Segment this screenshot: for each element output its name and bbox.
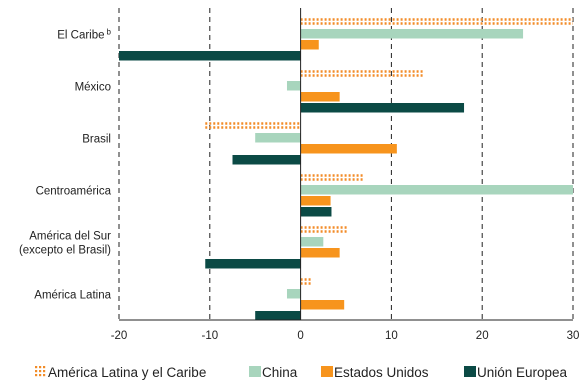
legend-swatch-america-latina-y-el-caribe-0-1: [39, 366, 42, 369]
legend-label-estados-unidos: Estados Unidos: [334, 365, 429, 380]
bar-china-0: [300, 29, 524, 39]
x-tick-label-3: 10: [385, 330, 398, 342]
legend-swatch-estados-unidos: [321, 366, 333, 377]
legend-swatch-america-latina-y-el-caribe-2-1: [39, 374, 42, 377]
legend-swatch-america-latina-y-el-caribe-1-2: [43, 370, 46, 373]
legend-item-union-europea: Unión Europea: [464, 365, 568, 380]
legend-item-estados-unidos: Estados Unidos: [321, 365, 429, 380]
bar-series: [119, 18, 573, 321]
bar-union-europea-4: [205, 259, 301, 269]
category-labels: El Caribe b México Brasil Centroamérica Améri…: [19, 28, 112, 302]
x-tick-label-4: 20: [476, 330, 489, 342]
bar-china-3: [300, 185, 573, 195]
bar-union-europea-0: [119, 51, 301, 61]
legend-swatch-america-latina-y-el-caribe-0-0: [35, 366, 38, 369]
bar-estados-unidos-4: [300, 248, 340, 258]
category-label-mexico: México: [75, 82, 111, 94]
legend-swatch-america-latina-y-el-caribe-0-2: [43, 366, 46, 369]
bar-union-europea-2: [232, 155, 301, 165]
bar-china-4: [300, 237, 324, 247]
legend-swatch-america-latina-y-el-caribe-2-2: [43, 374, 46, 377]
bar-china-1: [286, 81, 301, 91]
legend-swatch-china: [249, 366, 261, 377]
bar-estados-unidos-1: [300, 92, 340, 102]
category-label-america-del-sur-excepto-el-brasil: América del Sur (excepto el Brasil): [19, 231, 111, 257]
bar-union-europea-1: [300, 103, 465, 113]
axes: [119, 8, 573, 321]
x-tick-label-1: -10: [201, 330, 218, 342]
category-label-america-latina: América Latina: [34, 290, 111, 302]
legend-item-china: China: [249, 365, 298, 380]
bar-estados-unidos-0: [300, 40, 319, 50]
legend-swatch-america-latina-y-el-caribe-1-1: [39, 370, 42, 373]
legend-swatch-union-europea: [464, 366, 476, 377]
legend-label-america-latina-y-el-caribe: América Latina y el Caribe: [48, 365, 206, 380]
bar-estados-unidos-3: [300, 196, 331, 206]
bar-estados-unidos-2: [300, 144, 397, 154]
x-tick-labels: -20 -10 0 10 20 30: [111, 330, 580, 342]
x-tick-label-5: 30: [567, 330, 580, 342]
category-label-el-caribe-b: El Caribe b: [57, 28, 111, 42]
bar-china-5: [286, 289, 301, 299]
bar-china-2: [255, 133, 301, 143]
legend-label-union-europea: Unión Europea: [477, 365, 568, 380]
gridlines: [118, 8, 574, 320]
legend: América Latina y el Caribe China Estados U…: [35, 365, 568, 380]
bar-union-europea-5: [255, 311, 301, 321]
category-label-brasil: Brasil: [82, 134, 111, 146]
x-tick-label-2: 0: [297, 330, 303, 342]
legend-swatch-america-latina-y-el-caribe-1-0: [35, 370, 38, 373]
legend-swatch-america-latina-y-el-caribe-2-0: [35, 374, 38, 377]
x-tick-label-0: -20: [111, 330, 128, 342]
legend-label-china: China: [262, 365, 298, 380]
legend-item-america-latina-y-el-caribe: América Latina y el Caribe: [35, 365, 206, 380]
bar-union-europea-3: [300, 207, 332, 217]
bar-estados-unidos-5: [300, 300, 345, 310]
category-label-centroamerica: Centroamérica: [36, 186, 112, 198]
